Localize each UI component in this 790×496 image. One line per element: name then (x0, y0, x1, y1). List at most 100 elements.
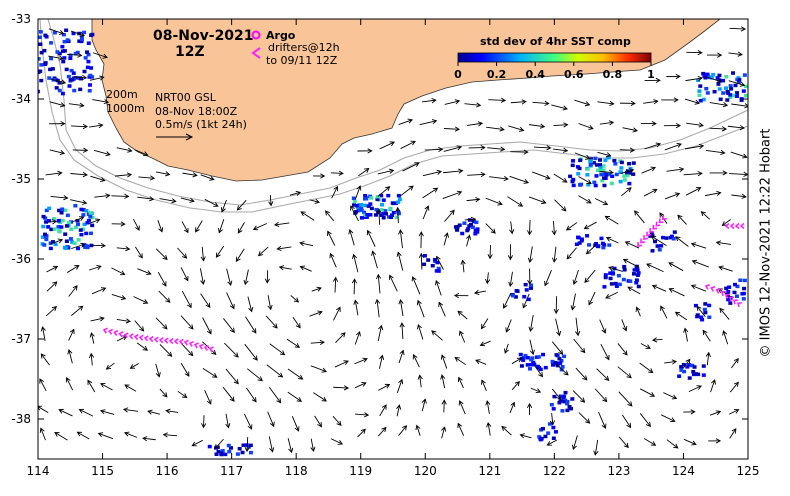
sst-pixel (610, 175, 614, 179)
sst-pixel (627, 162, 631, 166)
drifter-tracks (104, 215, 744, 352)
sst-pixel (30, 31, 34, 34)
current-arrow (676, 237, 688, 247)
sst-pixel (526, 356, 530, 360)
drifter-chevron (731, 224, 734, 229)
sst-pixel (38, 36, 42, 40)
sst-pixel (738, 278, 742, 282)
sst-pixel (57, 229, 61, 233)
x-tick-label: 120 (414, 464, 437, 478)
sst-pixel (733, 84, 737, 88)
sst-pixel (601, 246, 605, 250)
colorbar-tick-label: 0.6 (564, 68, 584, 81)
sst-pixel (69, 237, 73, 241)
sst-pixel (88, 215, 92, 219)
current-arrow (267, 365, 283, 377)
sst-pixel (699, 99, 703, 103)
sst-pixel (595, 163, 599, 167)
sst-pixel (562, 355, 566, 359)
map-time: 12Z (175, 44, 205, 60)
colorbar-tick-label: 0.4 (525, 68, 545, 81)
x-tick-label: 115 (91, 464, 114, 478)
sst-pixel (598, 158, 602, 162)
sst-pixel (615, 173, 619, 177)
sst-pixel (697, 89, 701, 93)
sst-pixel (352, 203, 356, 207)
sst-pixel (44, 61, 48, 65)
sst-pixel (612, 159, 616, 163)
drifter-chevron (663, 215, 667, 219)
drifter-chevron (145, 336, 148, 341)
sst-pixel (618, 283, 622, 287)
current-arrow (288, 369, 303, 379)
current-arrow (423, 188, 438, 198)
current-arrow (601, 344, 609, 359)
sst-pixel (223, 453, 227, 457)
sst-pixel (44, 238, 48, 242)
current-arrow (574, 339, 585, 352)
current-arrow (301, 212, 314, 220)
sst-pixel (677, 374, 681, 378)
sst-pixel (369, 196, 373, 200)
drifter-chevron (200, 344, 204, 349)
sst-pixel (617, 274, 621, 278)
sst-pixel (66, 38, 70, 42)
sst-pixel (236, 452, 240, 456)
sst-pixel (39, 63, 43, 67)
sst-pixel (742, 292, 746, 296)
drifter-chevron (711, 287, 715, 292)
current-arrow (335, 333, 345, 343)
current-arrow (333, 387, 348, 388)
sst-pixel (383, 209, 387, 213)
sst-pixel (707, 315, 711, 319)
sst-pixel (592, 181, 596, 185)
sst-pixel (87, 41, 91, 45)
sst-pixel (67, 75, 71, 79)
sst-pixel (682, 370, 686, 374)
sst-pixel (238, 447, 242, 451)
current-arrow (635, 211, 645, 223)
sst-pixel (693, 365, 697, 369)
sst-pixel (386, 194, 390, 198)
sst-pixel (474, 221, 478, 225)
drifter-chevron (205, 346, 209, 351)
sst-pixel (656, 244, 660, 248)
sst-pixel (67, 221, 71, 225)
contour-1000m-label: 1000m (106, 102, 145, 115)
sst-pixel (368, 202, 372, 206)
sst-pixel (651, 249, 655, 253)
current-arrow (595, 389, 607, 402)
sst-pixel (744, 94, 748, 98)
current-arrow (223, 387, 234, 401)
sst-pixel (65, 68, 69, 72)
sst-pixel (51, 67, 55, 71)
sst-pixel (550, 403, 554, 407)
sst-pixel (30, 73, 34, 77)
drifter-chevron (195, 343, 199, 348)
sst-pixel (88, 74, 92, 78)
sst-pixel (625, 174, 629, 178)
sst-pixel (585, 234, 589, 238)
x-tick-label: 119 (349, 464, 372, 478)
sst-pixel (90, 224, 94, 228)
sst-pixel (601, 242, 605, 246)
current-arrow (640, 363, 653, 373)
sst-pixel (64, 29, 68, 33)
current-arrow (71, 126, 87, 127)
sst-pixel (360, 216, 364, 220)
sst-pixel (623, 268, 627, 272)
sst-pixel (78, 88, 82, 92)
sst-pixel (743, 73, 747, 77)
sst-pixel (702, 364, 706, 368)
sst-pixel (586, 167, 590, 171)
sst-pixel (86, 66, 90, 70)
sst-pixel (628, 279, 632, 283)
sst-pixel (227, 450, 231, 454)
sst-pixel (587, 243, 591, 247)
sst-pixel (571, 159, 575, 163)
sst-pixel (85, 50, 89, 54)
sst-pixel (571, 178, 575, 182)
sst-pixel (729, 87, 733, 91)
product-label: NRT00 GSL (155, 91, 217, 104)
sst-pixel (73, 241, 77, 245)
